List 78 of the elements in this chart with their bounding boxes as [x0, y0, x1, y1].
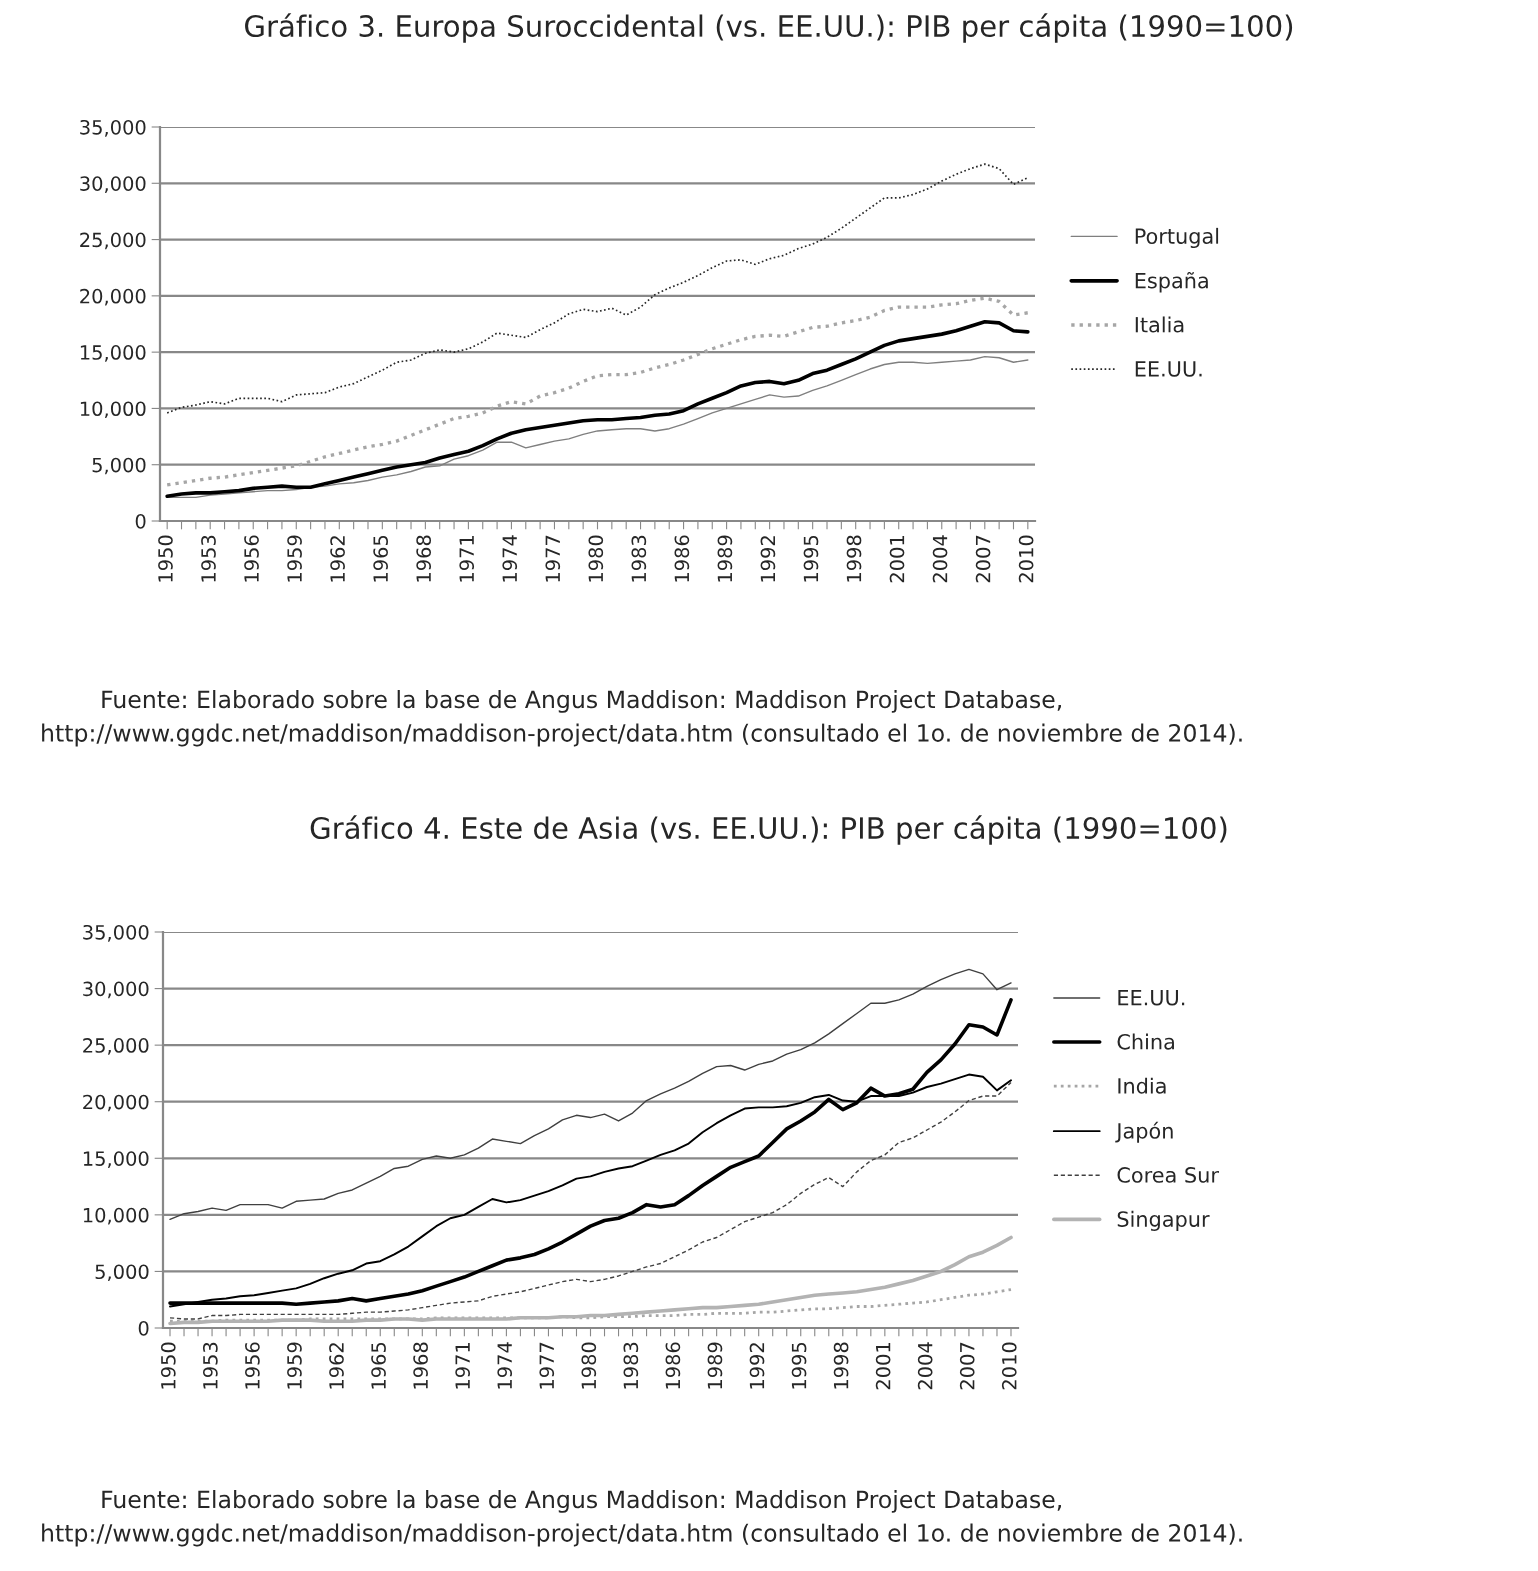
y-tick-label: 10,000 [83, 1207, 149, 1225]
legend-label: EE.UU. [1135, 361, 1202, 377]
source-note: Fuente: Elaborado sobre la base de Angus Maddison: Maddison Project Database, http://www.ggdc.net/maddison/maddison-project/data.htm (consultado el 1o. de noviembre de 2014). [42, 690, 1242, 747]
y-tick-label: 0 [135, 513, 146, 529]
x-tick-label: 1980 [588, 535, 604, 582]
x-tick-label: 2001 [889, 535, 905, 583]
line-series [169, 968, 1012, 1221]
x-tick-label: 1992 [749, 1343, 765, 1389]
y-tick-label: 10,000 [80, 401, 146, 419]
y-tick-label: 5,000 [95, 1264, 149, 1282]
legend-label: Portugal [1135, 227, 1219, 249]
x-tick-label: 1992 [760, 536, 776, 582]
y-tick-label: 35,000 [80, 119, 146, 137]
x-tick-label: 1974 [502, 535, 518, 582]
line-series [166, 163, 1029, 414]
legend-label: China [1117, 1033, 1174, 1050]
x-tick-label: 1974 [497, 1342, 513, 1389]
x-tick-label: 1959 [287, 535, 302, 582]
x-tick-label: 1983 [631, 535, 647, 582]
x-tick-label: 1977 [539, 1342, 555, 1389]
x-tick-label: 1989 [707, 1342, 723, 1389]
x-tick-label: 2001 [875, 1342, 891, 1390]
x-tick-label: 2007 [959, 1342, 975, 1390]
x-tick-label: 1968 [413, 1342, 428, 1389]
legend-label: Japón [1115, 1121, 1173, 1143]
y-tick-label: 15,000 [83, 1151, 149, 1168]
line-series [168, 1235, 1013, 1326]
legend-label: India [1118, 1077, 1166, 1094]
x-tick-label: 2004 [932, 535, 948, 583]
x-tick-label: 1956 [245, 1342, 260, 1389]
legend-label: España [1135, 271, 1208, 293]
x-tick-label: 1953 [201, 535, 216, 582]
y-tick-label: 30,000 [80, 176, 146, 193]
legend-label: EE.UU. [1118, 990, 1185, 1006]
y-tick-label: 35,000 [83, 924, 149, 942]
line-series [168, 998, 1013, 1307]
x-tick-label: 1968 [416, 535, 432, 582]
y-tick-label: 5,000 [92, 457, 146, 475]
x-tick-label: 1980 [581, 1342, 597, 1389]
x-tick-label: 1977 [545, 535, 561, 582]
x-tick-label: 2010 [1001, 1342, 1017, 1390]
x-tick-label: 1965 [373, 535, 388, 582]
legend-label: Singapur [1117, 1210, 1210, 1231]
x-tick-label: 1983 [623, 1342, 639, 1389]
x-tick-label: 1971 [459, 535, 475, 582]
legend-label: Italia [1135, 316, 1184, 333]
y-tick-label: 20,000 [83, 1094, 149, 1112]
x-tick-label: 1989 [717, 535, 733, 582]
x-tick-label: 1959 [287, 1342, 302, 1389]
line-series [165, 319, 1030, 499]
x-tick-label: 1950 [160, 1342, 176, 1389]
y-tick-label: 15,000 [80, 345, 146, 362]
x-tick-label: 1950 [158, 535, 173, 582]
x-tick-label: 1962 [330, 536, 345, 582]
x-tick-label: 1995 [803, 535, 819, 582]
x-tick-label: 1962 [329, 1343, 344, 1389]
x-tick-label: 1995 [791, 1342, 807, 1389]
x-tick-label: 1998 [846, 535, 862, 582]
y-tick-label: 30,000 [83, 981, 149, 999]
y-tick-label: 25,000 [83, 1038, 149, 1055]
y-tick-label: 25,000 [80, 232, 146, 250]
x-tick-label: 2004 [917, 1342, 933, 1390]
source-note: Fuente: Elaborado sobre la base de Angus Maddison: Maddison Project Database, http://www.ggdc.net/maddison/maddison-project/data.htm (consultado el 1o. de noviembre de 2014). [42, 1490, 1242, 1547]
x-tick-label: 1953 [202, 1342, 218, 1389]
chart-title: Gráfico 3. Europa Suroccidental (vs. EE.UU.): PIB per cápita (1990=100) [245, 13, 1293, 43]
x-tick-label: 2007 [975, 535, 991, 583]
x-tick-label: 1998 [833, 1342, 849, 1389]
x-tick-label: 1986 [674, 535, 690, 582]
x-tick-label: 2010 [1018, 535, 1034, 583]
chart-title: Gráfico 4. Este de Asia (vs. EE.UU.): PIB per cápita (1990=100) [310, 815, 1227, 845]
x-tick-label: 1965 [371, 1342, 386, 1389]
line-series [165, 296, 1030, 487]
y-tick-label: 20,000 [80, 288, 146, 306]
y-tick-label: 0 [138, 1320, 149, 1336]
legend-label: Corea Sur [1117, 1167, 1219, 1183]
x-tick-label: 1956 [244, 535, 259, 582]
x-tick-label: 1971 [455, 1342, 470, 1389]
x-tick-label: 1986 [665, 1342, 681, 1389]
